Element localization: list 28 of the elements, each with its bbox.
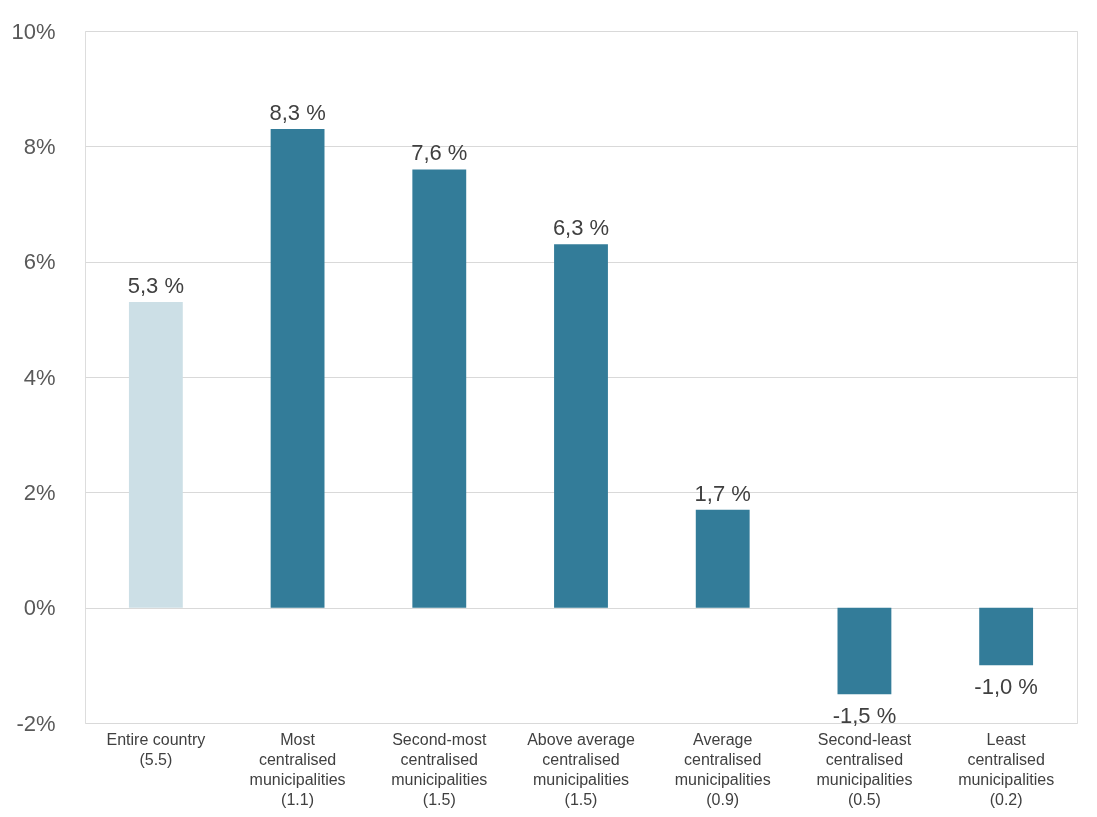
x-tick-label: Second-most centralised municipalities (1.5) xyxy=(391,730,488,808)
data-label: -1,5 % xyxy=(832,703,897,729)
x-tick-label: Entire country (5.5) xyxy=(106,730,206,768)
bar xyxy=(270,129,325,608)
y-tick-label: 10% xyxy=(11,18,56,44)
data-label: -1,0 % xyxy=(974,674,1038,700)
bar xyxy=(837,607,892,695)
y-tick-label: 0% xyxy=(23,595,56,621)
y-tick-label: 2% xyxy=(23,479,56,505)
data-label: 8,3 % xyxy=(269,100,326,126)
bar xyxy=(412,169,467,608)
bar xyxy=(128,302,183,608)
y-tick-label: 6% xyxy=(23,249,56,275)
x-tick-label: Least centralised municipalities (0.2) xyxy=(958,730,1055,808)
data-label: 1,7 % xyxy=(694,480,751,506)
y-tick-label: 8% xyxy=(23,133,56,159)
x-tick-label: Most centralised municipalities (1.1) xyxy=(249,730,346,808)
y-tick-label: -2% xyxy=(16,710,56,736)
data-label: 5,3 % xyxy=(127,273,184,299)
y-tick-label: 4% xyxy=(23,364,56,390)
x-tick-label: Average centralised municipalities (0.9) xyxy=(674,730,771,808)
data-label: 6,3 % xyxy=(552,215,610,241)
bar xyxy=(554,244,608,608)
x-tick-label: Above average centralised municipalities (1.5) xyxy=(527,730,635,808)
data-label: 7,6 % xyxy=(411,140,468,166)
bar xyxy=(979,607,1034,666)
x-tick-label: Second-least centralised municipalities (0.5) xyxy=(816,730,913,808)
bar xyxy=(695,509,750,608)
